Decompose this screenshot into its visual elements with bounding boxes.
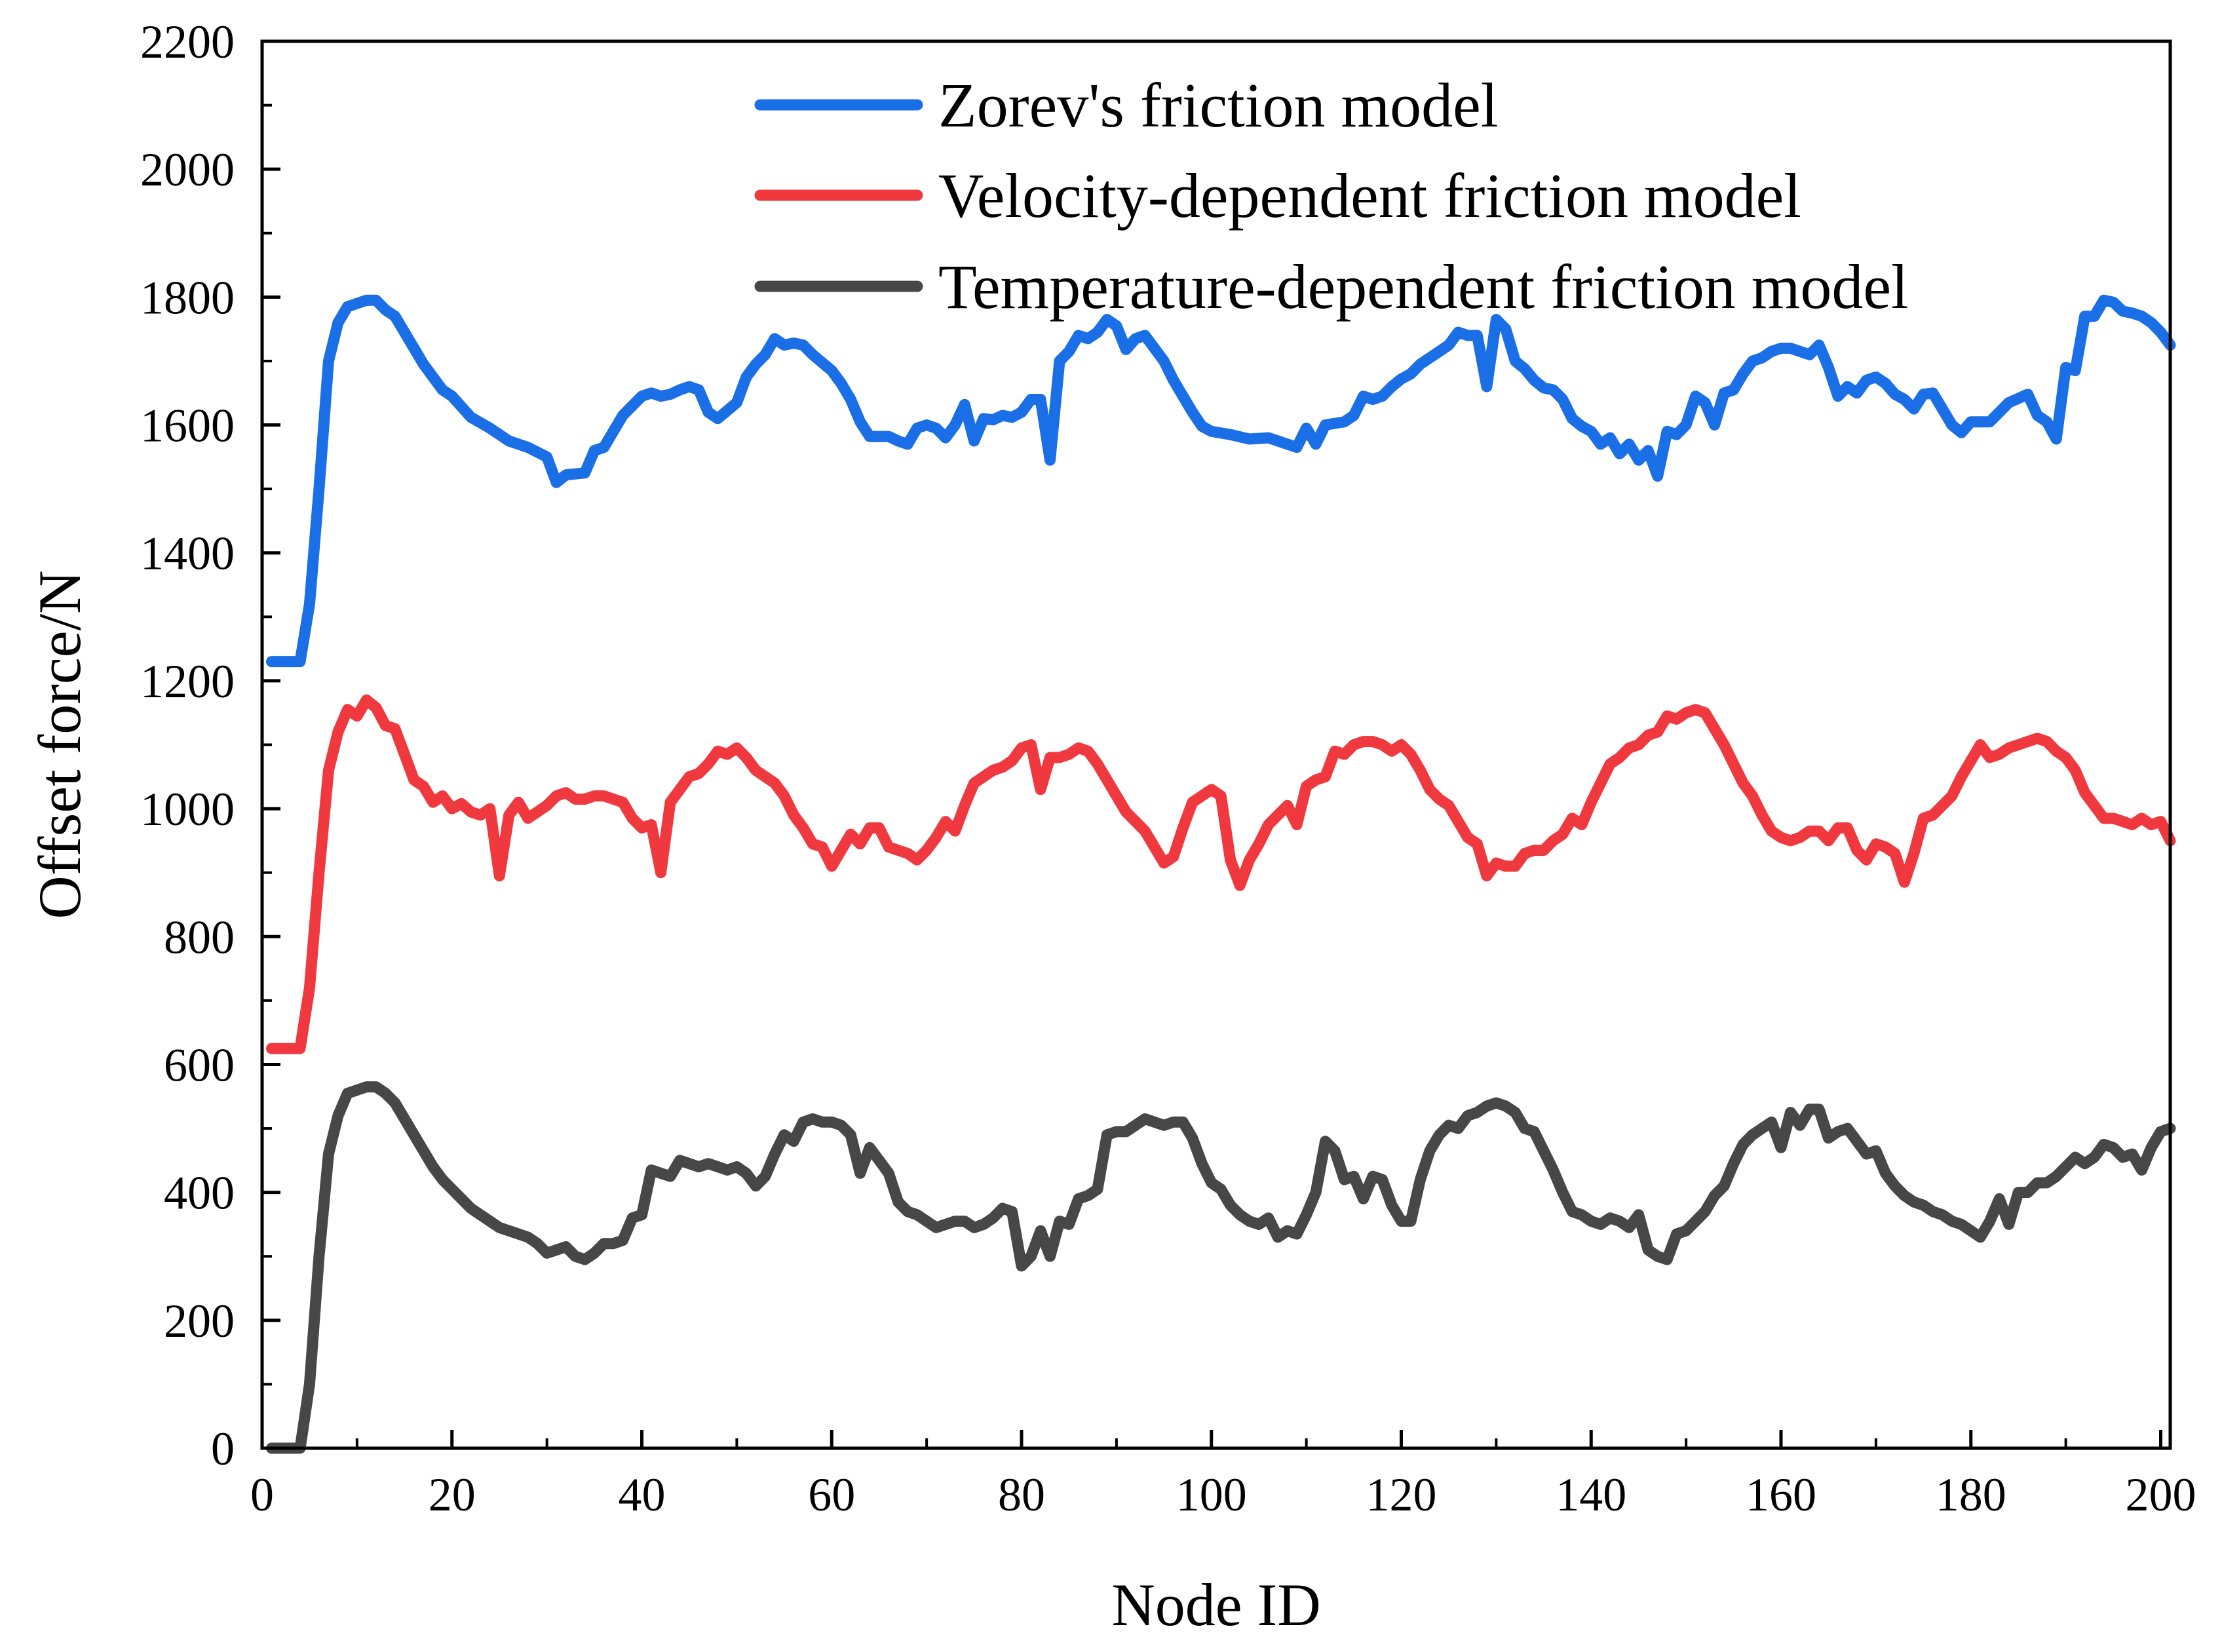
x-axis-title: Node ID (1111, 1571, 1320, 1638)
y-axis-title: Offset force/N (26, 570, 93, 919)
x-tick-label: 20 (429, 1469, 476, 1521)
legend-label-2: Velocity-dependent friction model (938, 161, 1801, 231)
y-tick-label: 1400 (140, 528, 235, 580)
x-tick-label: 60 (808, 1469, 855, 1521)
y-tick-label: 1600 (140, 400, 235, 452)
y-tick-label: 200 (164, 1295, 235, 1347)
y-tick-label: 1800 (140, 271, 235, 324)
x-tick-label: 120 (1366, 1469, 1437, 1521)
y-tick-label: 400 (164, 1167, 235, 1220)
series-line-2 (266, 694, 2176, 1054)
x-tick-label: 100 (1176, 1469, 1247, 1521)
y-tick-label: 2000 (140, 144, 235, 196)
legend-label-1: Zorev's friction model (938, 70, 1498, 140)
tick-layer: 0 20 40 60 80 100 120 140 160 180 2000200400600800… (140, 16, 2196, 1521)
y-tick-label: 1200 (140, 655, 235, 708)
series-line-3 (266, 1081, 2176, 1454)
y-tick-label: 2200 (140, 16, 235, 68)
legend-label-3: Temperature-dependent friction model (938, 252, 1909, 322)
x-tick-label: 140 (1556, 1469, 1626, 1521)
x-tick-label: 80 (998, 1469, 1045, 1521)
y-tick-label: 600 (164, 1039, 235, 1091)
x-tick-label: 0 (250, 1469, 274, 1521)
series-line-1 (266, 294, 2176, 668)
y-tick-label: 0 (211, 1423, 235, 1475)
legend: Zorev's friction model Velocity-dependent… (754, 70, 1909, 322)
series-layer (266, 294, 2176, 1454)
y-tick-label: 1000 (140, 783, 235, 836)
x-tick-label: 180 (1936, 1469, 2006, 1521)
x-tick-label: 40 (619, 1469, 666, 1521)
x-tick-label: 200 (2126, 1469, 2196, 1521)
y-tick-label: 800 (164, 911, 235, 963)
x-tick-label: 160 (1746, 1469, 1816, 1521)
